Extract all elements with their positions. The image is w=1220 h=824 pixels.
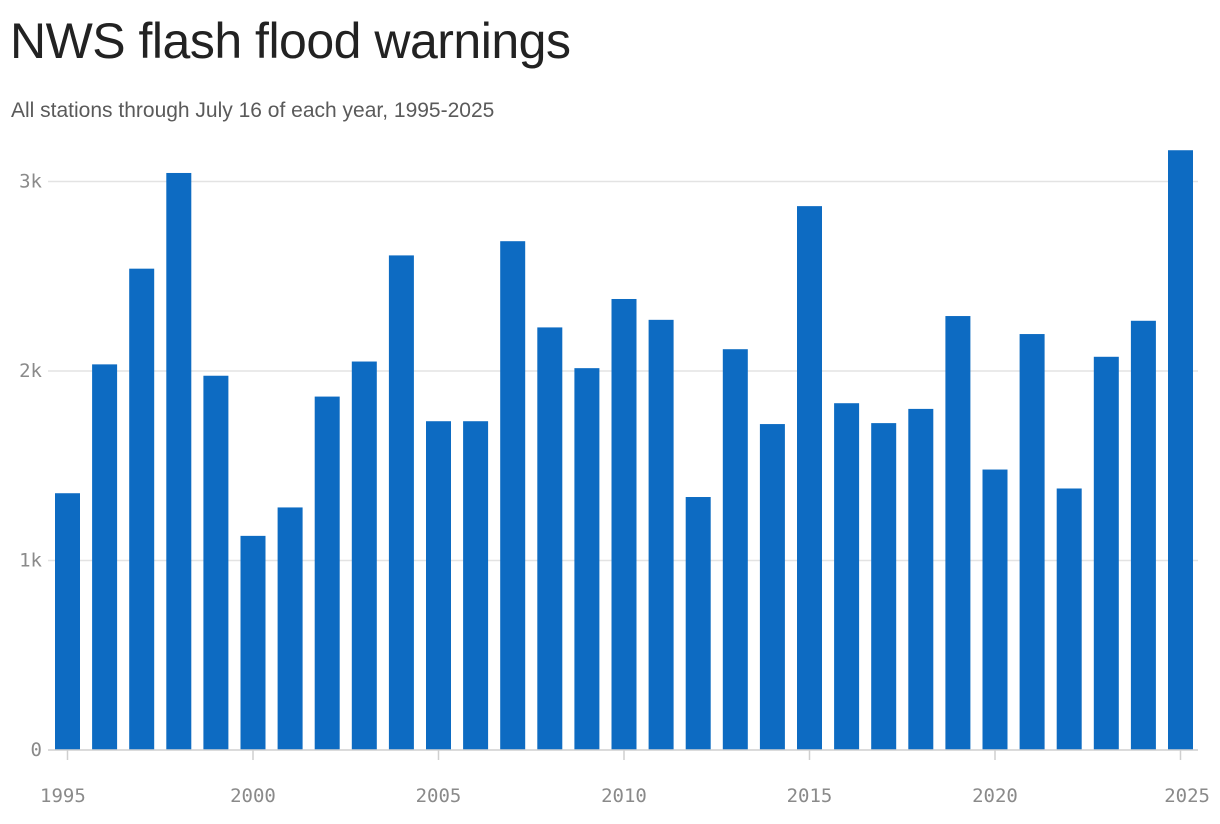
x-tick-label: 2010	[601, 785, 647, 807]
y-tick-label: 0	[31, 739, 42, 761]
bar-2008	[537, 327, 563, 750]
bar-2019	[945, 316, 971, 750]
bar-2001	[277, 507, 303, 750]
bar-2024	[1130, 320, 1156, 750]
bar-2012	[685, 497, 711, 750]
x-tick-label: 2020	[972, 785, 1018, 807]
y-tick-label: 3k	[19, 171, 42, 193]
bar-2021	[1019, 334, 1045, 750]
bar-2016	[834, 403, 860, 750]
bar-2017	[871, 423, 897, 750]
bar-2011	[648, 319, 674, 750]
bar-2025	[1168, 150, 1193, 751]
bar-2009	[574, 368, 600, 750]
x-tick-label: 1995	[40, 785, 86, 807]
bar-1997	[129, 268, 155, 750]
x-tick-label: 2000	[230, 785, 276, 807]
bar-2004	[388, 255, 414, 750]
bar-1995	[55, 493, 80, 750]
bar-2005	[426, 421, 451, 750]
bar-2003	[351, 361, 377, 750]
x-tick-label: 2025	[1164, 785, 1210, 807]
axes: 0 1k 2k 3k 1995 2000 2005 2010 2015 2020 2025	[19, 171, 1210, 808]
bar-2018	[908, 408, 934, 750]
bar-2023	[1093, 356, 1119, 750]
bar-1996	[92, 364, 118, 750]
bar-2010	[611, 298, 637, 750]
page-subtitle: All stations through July 16 of each yea…	[11, 99, 495, 122]
y-tick-label: 1k	[19, 550, 42, 572]
y-tick-label: 2k	[19, 360, 42, 382]
bar-2013	[722, 349, 748, 750]
page-title: NWS flash flood warnings	[10, 13, 571, 69]
bars	[55, 150, 1193, 751]
bar-2007	[500, 241, 526, 750]
x-tick-label: 2015	[787, 785, 833, 807]
bar-2015	[797, 206, 822, 750]
bar-2000	[240, 535, 266, 750]
bar-2002	[314, 396, 340, 750]
bar-2006	[463, 421, 489, 750]
bar-1999	[203, 375, 229, 750]
bar-2022	[1056, 488, 1082, 750]
bar-2014	[759, 424, 785, 750]
bar-2020	[982, 469, 1008, 750]
bar-1998	[166, 172, 192, 750]
x-tick-label: 2005	[416, 785, 462, 807]
